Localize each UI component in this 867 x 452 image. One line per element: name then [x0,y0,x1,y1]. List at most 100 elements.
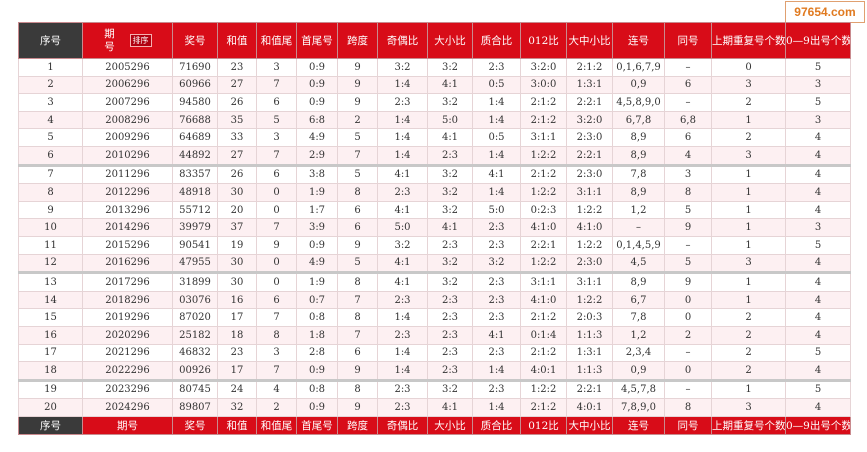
cell: 3:1:1 [566,271,613,292]
cell: 1:4 [377,110,428,130]
cell: 3:2 [377,235,428,255]
cell: 3 [664,163,712,185]
cell: 4:1 [377,253,428,274]
cell: 1:4 [472,110,521,130]
cell: 26 [217,163,257,185]
cell: 20 [217,200,257,220]
cell: 2021296 [82,343,173,363]
cell: 3 [256,343,297,363]
cell: 2 [337,110,378,130]
footer-cell: 期号 [82,415,173,435]
cell: – [664,343,712,363]
cell: 1 [711,290,786,310]
cell: 1 [711,110,786,130]
cell: 4:9 [296,128,338,147]
cell: 8 [18,183,83,202]
cell: 3:2 [377,58,428,77]
cell: 2:3 [377,378,428,400]
cell: 6,7,8 [612,110,665,130]
cell: 3:2 [427,271,473,292]
cell: 2011296 [82,163,173,185]
cell: 0 [664,290,712,310]
cell: 3 [711,75,786,95]
cell: 39979 [172,218,218,237]
footer-cell: 首尾号 [296,415,338,435]
cell: 60966 [172,75,218,95]
cell: 7 [256,308,297,327]
cell: 33 [217,128,257,147]
cell: 9 [337,235,378,255]
cell: 80745 [172,378,218,400]
cell: 4:1:0 [520,290,567,310]
cell: 7 [256,218,297,237]
table-row: 18 2022296 00926 17 7 0:9 9 1:4 2:3 1:4 4:0:1 1:1:3… [18,361,851,381]
cell: 64689 [172,128,218,147]
sort-button[interactable]: 排序 [129,34,152,47]
cell: 23 [217,58,257,77]
cell: 0:9 [296,361,338,381]
header-cell: 连号 [612,22,665,59]
cell: 1:1:3 [566,361,613,381]
header-cell: 序号 [18,22,83,59]
cell: 87020 [172,308,218,327]
cell: 2 [256,398,297,417]
cell: 0,1,4,5,9 [612,235,665,255]
cell: 5 [337,128,378,147]
header-cell: 首尾号 [296,22,338,59]
cell: 19 [18,378,83,400]
cell: 8,9 [612,145,665,166]
cell: 4 [18,110,83,130]
cell: 3:2 [427,183,473,202]
header-cell: 质合比 [472,22,521,59]
cell: 3 [785,75,851,95]
cell: 1:9 [296,183,338,202]
cell: 2010296 [82,145,173,166]
cell: 8 [337,308,378,327]
table-row: 7 2011296 83357 26 6 3:8 5 4:1 3:2 4:1 2:1:2 2:3:0 7… [18,163,851,185]
cell: 7,8 [612,308,665,327]
cell: 2:1:2 [520,110,567,130]
cell: 15 [18,308,83,327]
cell: 8 [337,378,378,400]
cell: 26 [217,93,257,112]
header-cell: 跨度 [337,22,378,59]
cell: 2:3 [377,325,428,345]
cell: 3:1:1 [566,183,613,202]
cell: 27 [217,75,257,95]
cell: 9 [337,361,378,381]
cell: 9 [337,93,378,112]
cell: 4:1 [427,75,473,95]
cell: 3:0:0 [520,75,567,95]
cell: 1:2:2 [520,378,567,400]
table-header: 序号 期号 排序 奖号 和值 和值尾 首尾号 跨度 奇偶比 大小比 质合比 012比 大中小比 连号 同号上… [18,22,851,59]
cell: 4 [785,253,851,274]
footer-cell: 奖号 [172,415,218,435]
cell: 1:4 [472,361,521,381]
cell: 1:3:1 [566,75,613,95]
header-cell: 奇偶比 [377,22,428,59]
cell: 1:4 [377,308,428,327]
table-row: 2 2006296 60966 27 7 0:9 9 1:4 4:1 0:5 3:0:0 1:3:1 0… [18,75,851,95]
cell: 16 [18,325,83,345]
cell: – [664,58,712,77]
table-row: 10 2014296 39979 37 7 3:9 6 5:0 4:1 2:3 4:1:0 4:1:0… [18,218,851,237]
cell: 13 [18,271,83,292]
footer-cell: 同号 [664,415,712,435]
cell: 1:4 [377,75,428,95]
cell: 90541 [172,235,218,255]
cell: 2:2:1 [566,93,613,112]
cell: 2:3 [377,183,428,202]
cell: 2:3 [472,343,521,363]
cell: 2007296 [82,93,173,112]
cell: 4:1 [472,163,521,185]
cell: 4 [785,163,851,185]
cell: 2:3 [472,235,521,255]
cell: 25182 [172,325,218,345]
cell: 2 [18,75,83,95]
cell: 17 [217,308,257,327]
table-body: 1 2005296 71690 23 3 0:9 9 3:2 3:2 2:3 3:2:0 2:1:2 0… [18,58,851,417]
table-row: 16 2020296 25182 18 8 1:8 7 2:3 2:3 4:1 0:1:4 1:1:3… [18,325,851,345]
cell: 3 [18,93,83,112]
cell: 7 [337,290,378,310]
cell: 3 [785,110,851,130]
